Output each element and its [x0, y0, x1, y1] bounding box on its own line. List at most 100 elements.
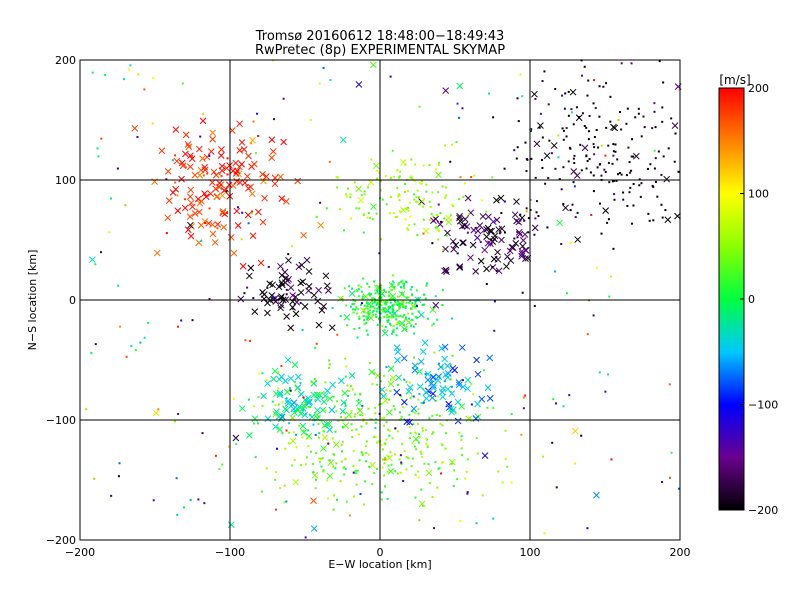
scatter-dot	[339, 208, 342, 211]
scatter-cross	[476, 222, 484, 229]
scatter-dot	[414, 163, 417, 166]
scatter-dot	[501, 481, 504, 484]
scatter-dot	[397, 383, 400, 386]
scatter-dot	[257, 134, 260, 137]
scatter-dot	[328, 459, 331, 462]
scatter-dot	[398, 302, 401, 305]
scatter-dot	[547, 177, 550, 180]
scatter-dot	[422, 198, 425, 201]
scatter-cross	[185, 143, 193, 151]
scatter-dot	[266, 286, 269, 289]
scatter-dot	[424, 373, 427, 376]
scatter-dot	[405, 468, 408, 471]
scatter-dot	[541, 136, 544, 139]
scatter-dot	[347, 187, 350, 190]
scatter-cross	[522, 255, 529, 262]
scatter-cross	[498, 236, 505, 244]
scatter-cross	[285, 256, 292, 264]
scatter-dot	[319, 201, 322, 204]
scatter-cross	[410, 405, 418, 413]
scatter-dot	[612, 247, 615, 250]
scatter-cross	[443, 268, 450, 275]
scatter-dot	[398, 176, 401, 179]
scatter-cross	[260, 295, 268, 303]
scatter-dot	[304, 463, 307, 466]
scatter-cross	[301, 411, 309, 419]
scatter-dot	[199, 135, 202, 138]
scatter-dot	[629, 171, 632, 174]
scatter-dot	[570, 108, 573, 111]
scatter-cross	[229, 182, 237, 190]
scatter-dot	[387, 305, 390, 308]
scatter-dot	[643, 126, 646, 129]
scatter-dot	[358, 327, 361, 330]
scatter-dot	[667, 147, 670, 150]
scatter-dot	[405, 317, 408, 320]
scatter-dot	[632, 182, 635, 185]
scatter-dot	[416, 234, 419, 237]
scatter-dot	[221, 463, 224, 466]
scatter-dot	[399, 471, 402, 474]
scatter-cross	[581, 144, 589, 152]
scatter-dot	[360, 194, 363, 197]
scatter-cross	[550, 142, 558, 149]
scatter-dot	[612, 154, 615, 157]
scatter-dot	[361, 404, 364, 407]
scatter-dot	[380, 180, 383, 183]
scatter-dot	[407, 296, 410, 299]
scatter-dot	[416, 423, 419, 426]
scatter-dot	[97, 155, 100, 158]
scatter-dot	[428, 417, 431, 420]
scatter-dot	[340, 450, 343, 453]
scatter-dot	[177, 325, 180, 328]
scatter-dot	[409, 176, 412, 179]
scatter-dot	[357, 288, 360, 291]
scatter-dot	[290, 245, 293, 248]
scatter-cross	[278, 293, 285, 301]
scatter-dot	[388, 307, 391, 310]
scatter-dot	[307, 429, 310, 432]
scatter-dot	[523, 219, 526, 222]
scatter-dot	[398, 305, 401, 308]
scatter-dot	[288, 422, 291, 425]
scatter-cross	[503, 263, 510, 270]
scatter-dot	[397, 283, 400, 286]
scatter-dot	[377, 305, 380, 308]
scatter-dot	[165, 232, 168, 235]
scatter-dot	[361, 297, 364, 300]
scatter-dot	[389, 177, 392, 180]
scatter-dot	[361, 295, 364, 298]
scatter-cross	[469, 241, 477, 249]
scatter-dot	[403, 319, 406, 322]
scatter-cross	[369, 461, 376, 469]
scatter-dot	[380, 295, 383, 298]
scatter-dot	[343, 473, 346, 476]
scatter-dot	[398, 306, 401, 309]
scatter-dot	[110, 197, 113, 200]
chart-subtitle: RwPretec (8p) EXPERIMENTAL SKYMAP	[255, 43, 505, 58]
scatter-dot	[622, 198, 625, 201]
scatter-dot	[506, 465, 509, 468]
scatter-cross	[299, 422, 307, 430]
scatter-dot	[372, 305, 375, 308]
scatter-cross	[284, 356, 292, 364]
scatter-dot	[529, 198, 532, 201]
x-tick-label: 0	[377, 546, 384, 559]
scatter-dot	[351, 303, 354, 306]
scatter-cross	[287, 324, 295, 332]
scatter-dot	[580, 169, 583, 172]
scatter-dot	[564, 92, 567, 95]
scatter-dot	[492, 517, 495, 520]
scatter-cross	[297, 390, 305, 398]
scatter-dot	[622, 191, 625, 194]
scatter-dot	[384, 325, 387, 328]
scatter-dot	[356, 336, 359, 339]
scatter-dot	[359, 392, 362, 395]
scatter-cross	[479, 213, 487, 220]
scatter-dot	[353, 181, 356, 184]
scatter-dot	[411, 410, 414, 413]
scatter-dot	[218, 172, 221, 175]
scatter-dot	[414, 496, 417, 499]
scatter-cross	[389, 374, 397, 382]
scatter-dot	[394, 216, 397, 219]
